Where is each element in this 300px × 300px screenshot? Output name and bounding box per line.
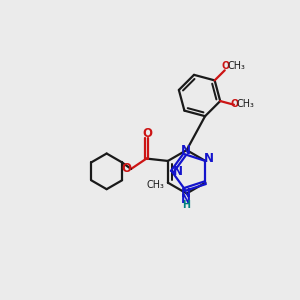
Text: N: N bbox=[181, 193, 191, 206]
Text: CH₃: CH₃ bbox=[146, 180, 164, 190]
Text: N: N bbox=[180, 144, 190, 157]
Text: H: H bbox=[182, 200, 190, 210]
Text: N: N bbox=[203, 152, 213, 165]
Text: O: O bbox=[230, 99, 239, 109]
Text: N: N bbox=[181, 187, 191, 200]
Text: CH₃: CH₃ bbox=[237, 99, 255, 109]
Text: O: O bbox=[122, 162, 132, 175]
Text: O: O bbox=[142, 127, 152, 140]
Text: O: O bbox=[221, 61, 230, 70]
Text: CH₃: CH₃ bbox=[228, 61, 246, 70]
Text: N: N bbox=[172, 165, 182, 178]
